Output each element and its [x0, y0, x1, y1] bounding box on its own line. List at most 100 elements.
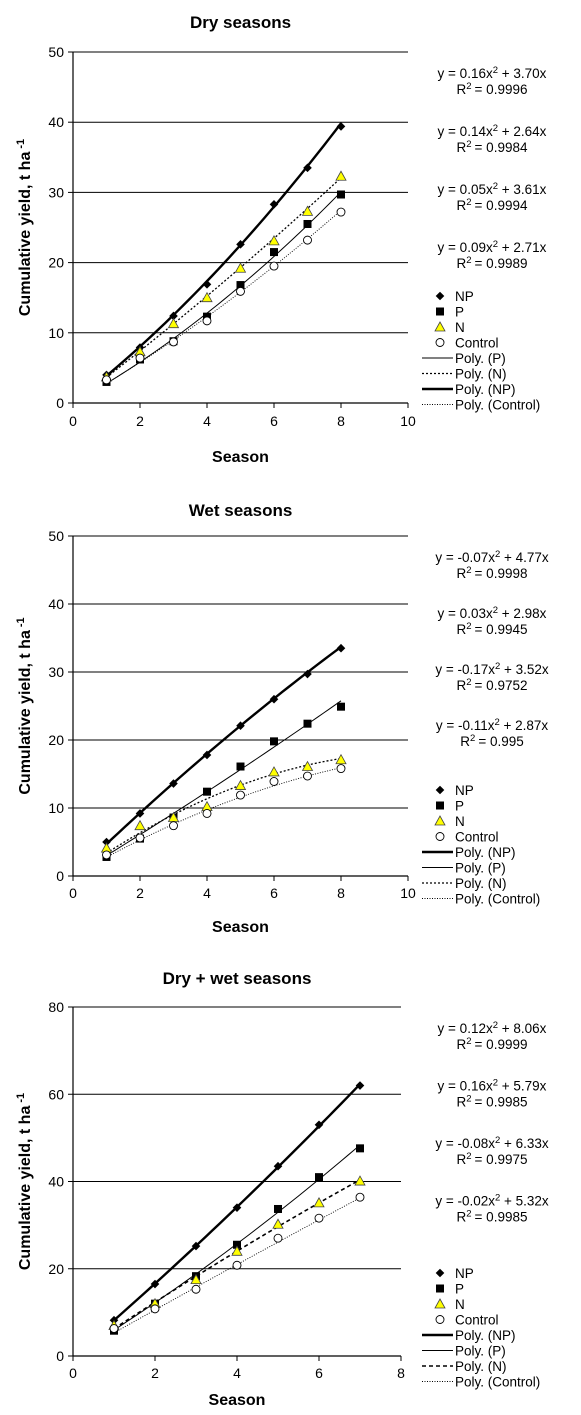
x-axis-label: Season: [209, 1392, 266, 1409]
data-point-control: [269, 777, 279, 786]
equation-text: y = 0.03x: [438, 606, 493, 621]
data-point-n: [231, 1245, 243, 1256]
series-control: [109, 1192, 365, 1333]
trendline-equation: y = 0.03x2 + 2.98x: [438, 605, 547, 621]
data-point-p: [356, 1144, 364, 1153]
equation-exponent: 2: [493, 65, 498, 76]
x-tick-label: 0: [69, 885, 77, 901]
y-tick-label: 30: [48, 664, 64, 680]
data-point-n: [272, 1218, 284, 1229]
x-tick-label: 6: [315, 1365, 323, 1381]
legend-item: Poly. (Control): [422, 398, 540, 413]
trendline-control: [106, 210, 342, 384]
r-squared-exponent: 2: [466, 677, 471, 688]
legend-label: Poly. (NP): [455, 1328, 516, 1343]
legend-label: Control: [455, 336, 499, 351]
trendline-equation: y = -0.11x2 + 2.87x: [436, 717, 549, 733]
r-squared-exponent: 2: [466, 621, 471, 632]
triangle-icon: [434, 815, 446, 826]
x-tick-label: 6: [270, 885, 278, 901]
data-point-control: [336, 764, 346, 774]
x-axis-label: Season: [212, 449, 269, 466]
x-tick-label: 0: [69, 1365, 77, 1381]
equation-exponent: 2: [495, 1135, 500, 1146]
equation-rest: + 3.52x: [500, 662, 549, 677]
equation-text: y = -0.11x: [436, 718, 495, 733]
r-squared-value: = 0.9994: [475, 198, 528, 213]
trendline-equation: y = 0.12x2 + 8.06x: [438, 1020, 547, 1036]
triangle-icon: [434, 321, 446, 332]
data-point-n: [301, 205, 314, 216]
y-axis-label: Cumulative yield, t ha -1: [15, 617, 34, 794]
data-point-np: [336, 643, 346, 653]
y-tick-label: 10: [48, 800, 64, 816]
trendline-p: [113, 1144, 361, 1331]
equation-rest: + 3.61x: [498, 182, 547, 197]
trendline-n: [106, 177, 342, 378]
chart-title: Wet seasons: [189, 501, 293, 520]
equation-rest: + 2.87x: [500, 718, 549, 733]
legend-item: Poly. (P): [422, 861, 506, 876]
r-squared-r: R: [457, 566, 467, 581]
legend-label: N: [455, 814, 465, 829]
equation-exponent: 2: [495, 661, 500, 672]
r-squared-r: R: [457, 1095, 467, 1110]
data-point-np: [135, 809, 145, 818]
legend-label: Poly. (N): [455, 876, 507, 891]
legend-item: Control: [435, 1313, 499, 1328]
diamond-icon: [435, 291, 445, 301]
data-point-n: [268, 766, 280, 777]
circle-icon: [435, 832, 445, 841]
data-point-n: [234, 779, 247, 790]
x-tick-label: 8: [337, 413, 345, 429]
y-tick-label: 40: [48, 1174, 64, 1190]
legend-label: NP: [455, 1266, 474, 1281]
y-tick-label: 60: [48, 1086, 64, 1102]
equation-exponent: 2: [493, 239, 498, 250]
y-tick-label: 0: [56, 395, 64, 411]
equation-rest: + 8.06x: [498, 1021, 547, 1036]
data-point-n: [301, 760, 314, 771]
x-tick-label: 0: [69, 413, 77, 429]
data-point-p: [303, 719, 312, 728]
r-squared-value: = 0.9996: [475, 82, 528, 97]
r-squared: R2 = 0.995: [460, 733, 523, 749]
r-squared-value: = 0.9999: [475, 1037, 528, 1052]
r-squared-value: = 0.9975: [475, 1152, 528, 1167]
trendline-equation: y = 0.14x2 + 2.64x: [438, 123, 547, 139]
r-squared-r: R: [457, 622, 467, 637]
y-axis-label-sup: -1: [15, 617, 27, 627]
legend-item: Poly. (NP): [422, 845, 516, 860]
series-control: [102, 207, 346, 385]
legend-item: NP: [435, 1266, 474, 1281]
trendline-p: [106, 700, 342, 856]
trendline-equation: y = -0.07x2 + 4.77x: [435, 549, 549, 565]
trendline-equation: y = -0.08x2 + 6.33x: [435, 1135, 549, 1151]
legend-label: Poly. (P): [455, 1344, 506, 1359]
data-point-np: [273, 1161, 283, 1171]
r-squared: R2 = 0.9999: [457, 1036, 528, 1052]
data-point-control: [135, 833, 145, 843]
y-tick-label: 50: [48, 44, 64, 60]
data-point-control: [169, 337, 178, 347]
legend-label: Poly. (NP): [455, 382, 516, 397]
data-point-n: [354, 1175, 366, 1186]
y-tick-label: 20: [48, 255, 64, 271]
r-squared-exponent: 2: [466, 1209, 471, 1220]
legend-label: Poly. (Control): [455, 398, 540, 413]
y-axis-label-sup: -1: [15, 1093, 27, 1103]
data-point-np: [232, 1203, 242, 1212]
equation-exponent: 2: [494, 717, 499, 728]
legend-item: Control: [435, 830, 499, 845]
chart-title: Dry + wet seasons: [163, 969, 312, 988]
trendline-n: [106, 757, 342, 854]
equation-rest: + 5.79x: [498, 1079, 547, 1094]
equation-rest: + 2.71x: [498, 240, 547, 255]
legend-label: Poly. (NP): [455, 845, 516, 860]
data-point-np: [336, 122, 346, 131]
x-tick-label: 4: [233, 1365, 241, 1381]
trendline-p: [106, 191, 342, 384]
legend-item: Poly. (NP): [422, 1328, 516, 1343]
equation-text: y = -0.08x: [435, 1136, 495, 1151]
equation-exponent: 2: [495, 549, 500, 560]
